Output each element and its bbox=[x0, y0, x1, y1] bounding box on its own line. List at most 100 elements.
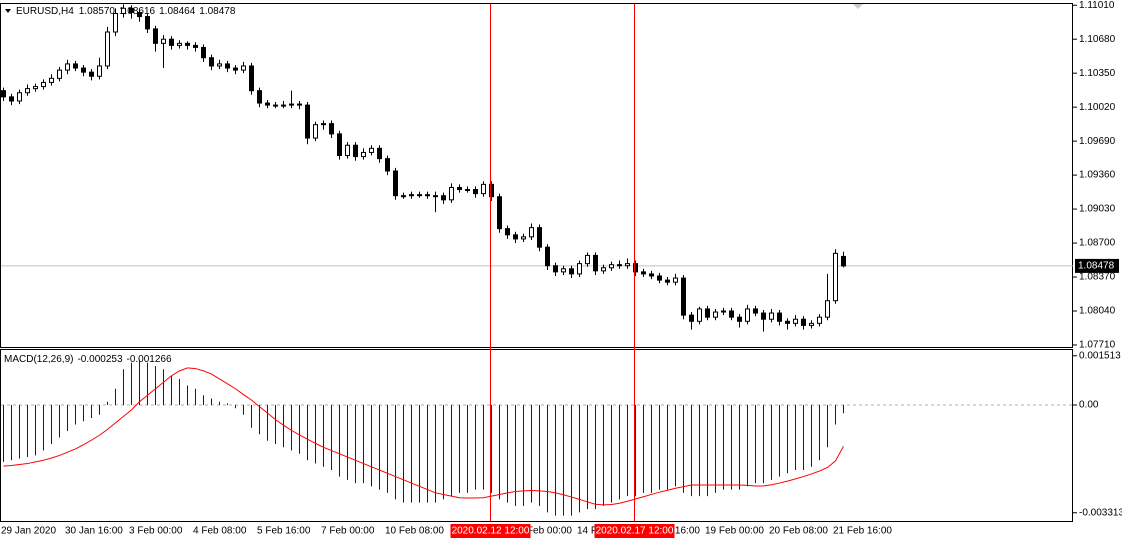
candle-body bbox=[297, 103, 302, 106]
candle-body bbox=[617, 264, 622, 267]
candle-body bbox=[289, 103, 294, 106]
candle-body bbox=[129, 7, 134, 13]
candle-body bbox=[193, 44, 198, 48]
candle-body bbox=[177, 42, 182, 46]
y-tick-label: 1.07710 bbox=[1079, 340, 1116, 351]
candle-body bbox=[153, 28, 158, 44]
current-price-box bbox=[1075, 258, 1119, 273]
y-tick-label: -0.003313 bbox=[1079, 507, 1122, 518]
macd-header: MACD(12,26,9) -0.000253 -0.001266 bbox=[4, 354, 172, 365]
y-tick-label: 1.09030 bbox=[1079, 204, 1116, 215]
candle-body bbox=[113, 12, 118, 33]
candle-body bbox=[241, 65, 246, 71]
price-header: EURUSD,H4 1.08570 1.08616 1.08464 1.08478 bbox=[16, 6, 236, 17]
candle-body bbox=[73, 63, 78, 69]
candle-body bbox=[561, 268, 566, 273]
candle-body bbox=[633, 263, 638, 273]
candle-body bbox=[681, 277, 686, 316]
menu-arrow[interactable] bbox=[5, 9, 11, 13]
candle-body bbox=[433, 195, 438, 198]
candle-body bbox=[65, 63, 70, 71]
candle-body bbox=[281, 104, 286, 107]
candle-body bbox=[401, 195, 406, 198]
candle-body bbox=[641, 271, 646, 275]
candle-body bbox=[305, 104, 310, 139]
candle-body bbox=[833, 252, 838, 302]
candle-body bbox=[33, 86, 38, 90]
candle-body bbox=[313, 124, 318, 139]
candle-body bbox=[217, 63, 222, 67]
candle-body bbox=[761, 312, 766, 320]
candle-body bbox=[481, 183, 486, 195]
candle-body bbox=[249, 65, 254, 92]
x-tick-label: 3 Feb 00:00 bbox=[129, 526, 183, 537]
candle-body bbox=[89, 71, 94, 77]
candle-body bbox=[25, 88, 30, 94]
candle-body bbox=[425, 194, 430, 197]
candle-body bbox=[793, 318, 798, 324]
candle-body bbox=[745, 308, 750, 322]
candle-body bbox=[473, 189, 478, 195]
candle-body bbox=[385, 158, 390, 172]
candle-body bbox=[497, 196, 502, 230]
candle-body bbox=[777, 312, 782, 322]
x-tick-label: 13 Feb 00:00 bbox=[513, 526, 572, 537]
candle-body bbox=[169, 38, 174, 46]
candle-body bbox=[97, 65, 102, 77]
candle-body bbox=[161, 38, 166, 44]
candle-body bbox=[121, 7, 126, 14]
candle-body bbox=[649, 273, 654, 277]
candle-body bbox=[841, 255, 846, 267]
x-tick-label: 29 Jan 2020 bbox=[1, 526, 56, 537]
vertical-line-label-bg bbox=[594, 524, 675, 538]
shift-marker[interactable] bbox=[853, 4, 863, 9]
candle-body bbox=[9, 96, 14, 102]
candle-body bbox=[689, 314, 694, 322]
symbol: EURUSD,H4 bbox=[16, 6, 74, 17]
close-label: 1.08478 bbox=[199, 6, 236, 17]
y-tick-label: 1.08700 bbox=[1079, 238, 1116, 249]
candle-body bbox=[321, 123, 326, 126]
candle-body bbox=[185, 42, 190, 46]
candle-body bbox=[409, 194, 414, 197]
candle-body bbox=[769, 312, 774, 320]
candle-body bbox=[449, 186, 454, 201]
open-label: 1.08570 bbox=[79, 6, 116, 17]
high-label: 1.08616 bbox=[119, 6, 156, 17]
y-tick-label: 1.11010 bbox=[1079, 0, 1115, 11]
candle-body bbox=[417, 194, 422, 197]
price-panel bbox=[0, 3, 1073, 348]
candle-body bbox=[81, 67, 86, 73]
candle-body bbox=[17, 92, 22, 102]
x-tick-label: 7 Feb 00:00 bbox=[321, 526, 375, 537]
candle-body bbox=[465, 189, 470, 192]
x-tick-label: 5 Feb 16:00 bbox=[257, 526, 311, 537]
candle-body bbox=[209, 57, 214, 67]
candle-body bbox=[569, 268, 574, 275]
candle-body bbox=[329, 123, 334, 135]
candle-body bbox=[49, 77, 54, 83]
x-tick-label: 21 Feb 16:00 bbox=[833, 526, 892, 537]
candle-body bbox=[265, 102, 270, 106]
candle-body bbox=[273, 104, 278, 107]
y-tick-label: 1.10680 bbox=[1079, 34, 1116, 45]
y-tick-label: 0.001513 bbox=[1079, 350, 1121, 361]
candle-body bbox=[201, 46, 206, 59]
x-tick-label: 4 Feb 08:00 bbox=[193, 526, 247, 537]
y-tick-label: 0.00 bbox=[1079, 400, 1099, 411]
x-tick-label: 10 Feb 08:00 bbox=[385, 526, 444, 537]
y-tick-label: 1.08370 bbox=[1079, 272, 1116, 283]
y-tick-label: 1.09690 bbox=[1079, 136, 1116, 147]
candle-body bbox=[801, 318, 806, 326]
candle-body bbox=[521, 236, 526, 240]
candle-body bbox=[577, 263, 582, 275]
macd-panel bbox=[0, 349, 1073, 522]
candle-body bbox=[809, 322, 814, 326]
candle-body bbox=[825, 300, 830, 318]
x-tick-label: 19 Feb 00:00 bbox=[705, 526, 764, 537]
candle-body bbox=[377, 147, 382, 160]
candle-body bbox=[145, 16, 150, 30]
candle-body bbox=[137, 11, 142, 18]
